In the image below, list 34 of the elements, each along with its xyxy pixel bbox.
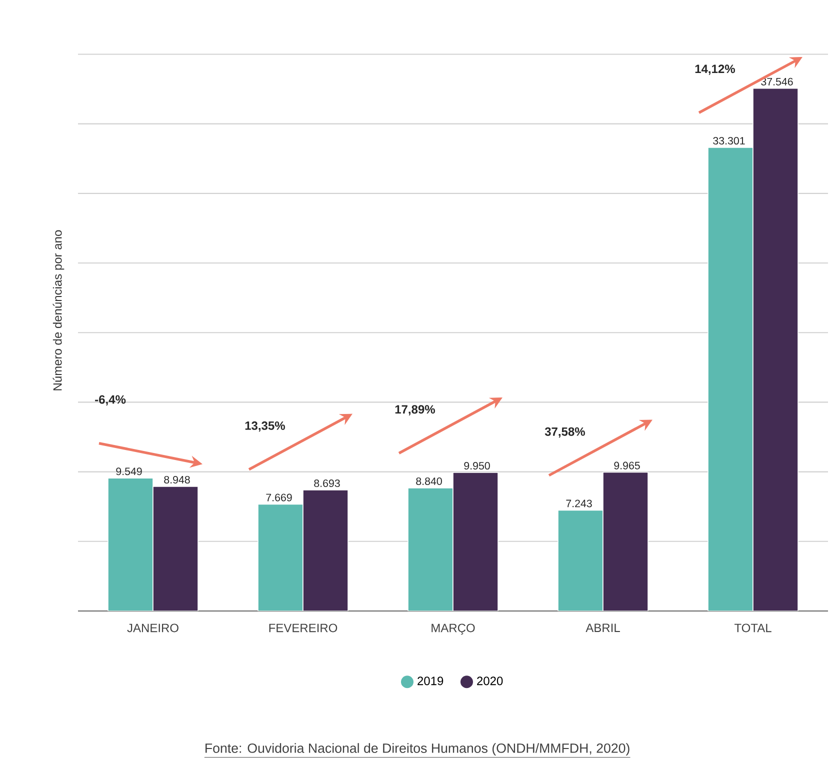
- bar: [152, 486, 198, 611]
- data-label: 9.950: [464, 462, 490, 470]
- x-tick-label: MARÇO: [432, 624, 475, 635]
- bar: [708, 147, 754, 611]
- bar: [302, 490, 348, 611]
- data-label: 9.965: [614, 462, 640, 470]
- legend-label: 2019: [418, 676, 444, 686]
- bar: [452, 472, 498, 611]
- data-label: 9.549: [116, 468, 142, 476]
- bar: [752, 88, 798, 611]
- annotation: -6,4%: [95, 395, 126, 406]
- annotation: 17,89%: [395, 405, 435, 416]
- annotation: 13,35%: [245, 421, 285, 432]
- bar: [602, 472, 648, 611]
- data-label: 8.840: [416, 477, 442, 486]
- annotation: 37,58%: [544, 427, 585, 438]
- x-tick-label: TOTAL: [734, 624, 772, 632]
- data-label: 7.243: [566, 500, 592, 508]
- data-label: 8.693: [314, 480, 340, 488]
- y-axis-title: Número de denúncias por ano: [52, 230, 64, 390]
- bar: [108, 478, 154, 611]
- x-tick-label: FEVEREIRO: [269, 624, 338, 632]
- legend-label: 2020: [477, 676, 503, 686]
- bar: [558, 510, 604, 611]
- x-tick-label: JANEIRO: [127, 624, 178, 632]
- data-label: 8.948: [164, 476, 190, 484]
- text: 14,12%: [695, 64, 735, 75]
- bar: [408, 488, 454, 611]
- data-label: 33.301: [713, 136, 745, 145]
- source-note: Fonte: Ouvidoria Nacional de Direitos Humanos (ONDH/MMFDH, 2020): [206, 743, 630, 756]
- data-label: 7.669: [266, 494, 292, 502]
- data-label: 37.546: [761, 78, 793, 86]
- bar: [258, 504, 304, 611]
- x-tick-label: ABRIL: [586, 624, 620, 632]
